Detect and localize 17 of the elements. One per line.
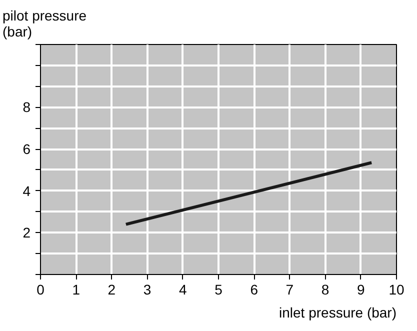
y-tick-label: 6: [22, 141, 31, 158]
y-tick-label: 8: [22, 99, 31, 116]
x-tick-label: 4: [179, 282, 188, 298]
y-axis-title: pilot pressure (bar): [2, 8, 87, 40]
x-tick-label: 9: [357, 282, 366, 298]
x-tick-label: 8: [321, 282, 330, 298]
x-tick-label: 7: [286, 282, 294, 298]
y-tick-label: 4: [22, 182, 31, 199]
x-tick-label: 5: [214, 282, 223, 298]
x-tick-label: 1: [72, 282, 80, 298]
x-tick-label: 6: [250, 282, 258, 298]
x-axis-title: inlet pressure (bar): [279, 304, 397, 320]
y-tick-label: 2: [22, 224, 31, 241]
x-tick-label: 2: [108, 282, 116, 298]
x-tick-label: 0: [36, 282, 45, 298]
x-tick-label: 10: [388, 282, 404, 298]
x-tick-label: 3: [143, 282, 152, 298]
